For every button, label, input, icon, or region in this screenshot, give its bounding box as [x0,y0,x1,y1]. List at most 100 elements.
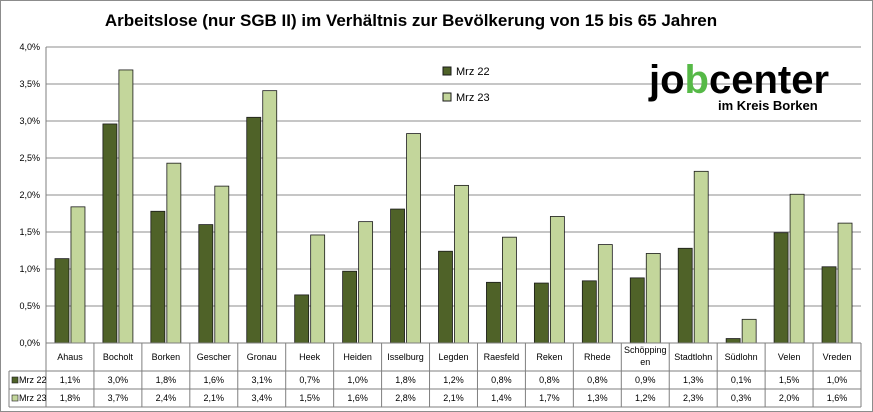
category-label: Bocholt [103,352,134,362]
bar-mrz22-12 [629,277,645,344]
y-axis: 0,0% 0,5% 1,0% 1,5% 2,0% 2,5% 3,0% 3,5% 4,0% [19,42,47,348]
bar-mrz23-2 [166,162,182,344]
bar-mrz23-5 [310,234,326,344]
category-label: Heek [299,352,321,362]
legend-swatch-mrz22 [442,66,452,76]
table-cell: 1,0% [347,375,368,385]
category-label: Reken [536,352,562,362]
legend-swatch-mrz23 [442,92,452,102]
table-series-name: Mrz 23 [19,393,47,403]
category-label: Rhede [584,352,611,362]
table-cell: 1,3% [683,375,704,385]
bar-mrz23-14 [741,318,757,344]
bar-mrz22-9 [486,281,501,344]
table-cell: 2,8% [395,393,416,403]
bar-mrz23-15 [789,193,805,344]
bar-mrz22-8 [438,250,453,344]
table-cell: 1,6% [347,393,368,403]
bar-mrz22-10 [533,282,549,344]
table-cell: 1,8% [60,393,81,403]
y-tick-label: 4,0% [19,42,40,52]
table-series-swatch [11,394,19,402]
bar-mrz22-0 [54,258,70,344]
table-cell: 1,7% [539,393,560,403]
bar-mrz22-11 [581,280,597,344]
jobcenter-logo: jobcenter im Kreis Borken [648,58,829,113]
table-cell: 0,9% [635,375,656,385]
logo-wordmark: jobcenter [648,58,829,102]
bar-mrz23-13 [693,170,709,344]
bars [54,69,853,344]
table-cell: 1,2% [443,375,464,385]
category-label: Raesfeld [484,352,520,362]
bar-mrz23-4 [262,90,278,344]
category-label: Gescher [197,352,231,362]
bar-mrz22-3 [198,224,214,344]
table-cell: 0,7% [299,375,320,385]
category-label: Velen [778,352,801,362]
table-cell: 1,3% [587,393,608,403]
table-cell: 1,6% [204,375,225,385]
bar-mrz23-7 [406,133,421,344]
bar-mrz23-16 [837,222,853,344]
table-series-name: Mrz 22 [19,375,47,385]
legend-label-mrz23: Mrz 23 [456,92,490,104]
legend-label-mrz22: Mrz 22 [456,66,490,78]
category-label: Ahaus [57,352,83,362]
bar-mrz22-16 [821,266,837,344]
table-cell: 0,8% [539,375,560,385]
bar-mrz22-2 [150,210,166,344]
category-label: Heiden [343,352,372,362]
bar-mrz23-3 [214,185,230,344]
bar-mrz22-5 [294,294,310,344]
category-label: Gronau [247,352,277,362]
category-label: Vreden [823,352,852,362]
y-tick-label: 1,0% [19,264,40,274]
gridlines [46,46,861,344]
table-cell: 1,6% [827,393,848,403]
category-label: Südlohn [725,352,758,362]
bar-mrz22-6 [342,270,358,344]
table-cell: 0,8% [587,375,608,385]
table-cell: 0,3% [731,393,752,403]
table-cell: 0,8% [491,375,512,385]
bar-mrz23-11 [597,244,613,344]
table-cell: 1,4% [491,393,512,403]
y-tick-label: 1,5% [19,227,40,237]
bar-mrz22-13 [677,247,693,344]
bar-mrz22-7 [390,208,405,344]
bar-mrz23-9 [502,236,517,344]
chart-title: Arbeitslose (nur SGB II) im Verhältnis z… [105,11,717,30]
table-series-swatch [11,376,19,384]
table-cell: 3,4% [251,393,272,403]
table-cell: 1,0% [827,375,848,385]
table-cell: 1,2% [635,393,656,403]
y-tick-label: 0,5% [19,301,40,311]
table-cell: 2,1% [443,393,464,403]
table-cell: 1,5% [299,393,320,403]
y-tick-label: 2,5% [19,153,40,163]
logo-subtitle: im Kreis Borken [718,98,818,113]
bar-mrz23-10 [549,216,565,344]
y-tick-label: 3,5% [19,79,40,89]
bar-mrz23-1 [118,69,134,344]
category-label: Schöpping [624,345,667,355]
table-cell: 0,1% [731,375,752,385]
table-cell: 1,5% [779,375,800,385]
table-cell: 2,0% [779,393,800,403]
table-cell: 3,0% [108,375,129,385]
bar-mrz22-1 [102,123,118,344]
bar-mrz23-0 [70,206,86,344]
data-table: Ahaus Bocholt Borken Gescher Gronau Heek Heide… [8,342,862,408]
table-cell: 1,8% [156,375,177,385]
table-cell: 1,1% [60,375,81,385]
y-tick-label: 0,0% [19,338,40,348]
category-label: en [640,357,650,367]
table-cell: 3,1% [251,375,272,385]
category-label: Legden [438,352,468,362]
bar-mrz23-6 [358,221,374,344]
category-label: Isselburg [387,352,424,362]
y-tick-label: 2,0% [19,190,40,200]
category-label: Stadtlohn [674,352,712,362]
